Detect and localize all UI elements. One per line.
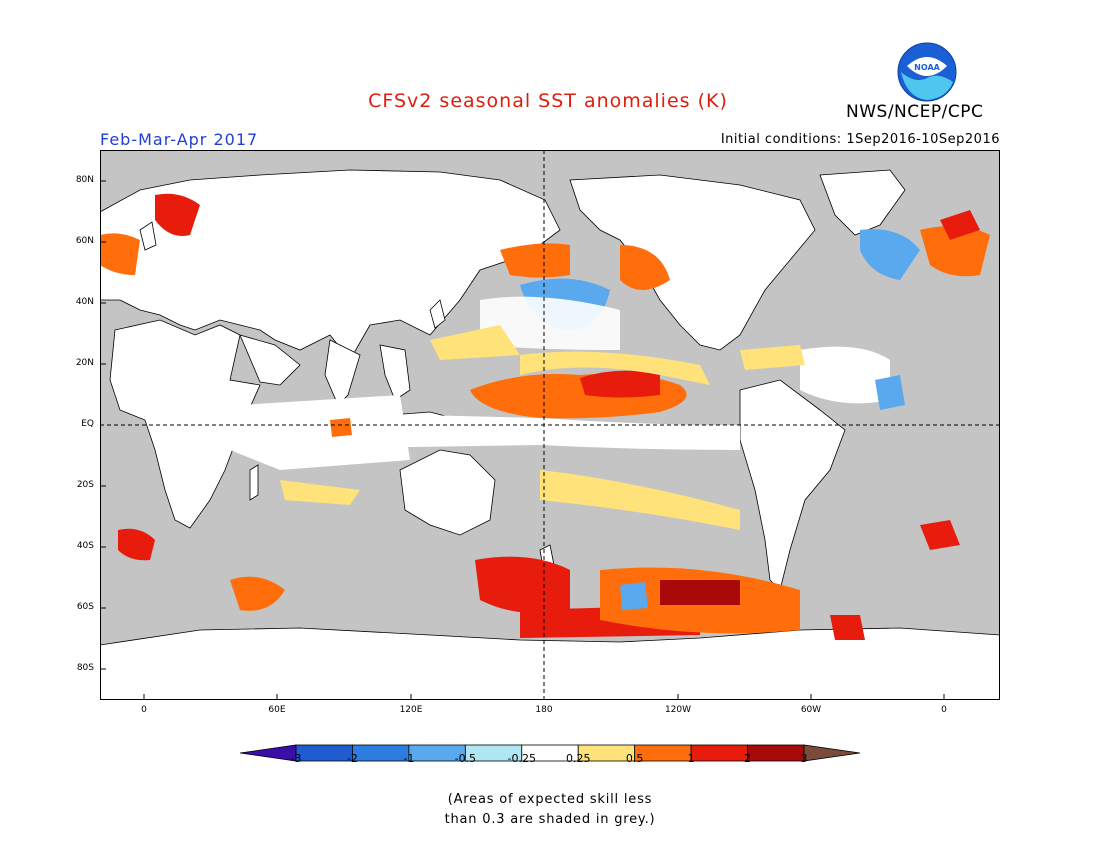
npac-orange-east: [620, 245, 670, 290]
madagascar: [249, 464, 259, 501]
south-pacific-yellow: [540, 470, 740, 530]
map-title: CFSv2 seasonal SST anomalies (K): [368, 90, 728, 112]
antarctica: [100, 627, 1000, 700]
initial-conditions: Initial conditions: 1Sep2016-10Sep2016: [720, 132, 1000, 147]
lat-label: 80S: [76, 663, 94, 673]
lon-label: 0: [941, 705, 947, 715]
colorbar: [240, 744, 860, 762]
arabia: [239, 334, 301, 386]
agency-label: NWS/NCEP/CPC: [846, 102, 984, 122]
colorbar-tick-label: -2: [346, 752, 358, 765]
australia: [399, 449, 496, 536]
norway-red: [155, 193, 200, 236]
indian-yellow-1: [280, 480, 360, 505]
lat-label: EQ: [81, 419, 94, 429]
lon-label: 120E: [399, 705, 423, 715]
natl-blue: [860, 229, 920, 280]
lat-label: 60S: [76, 602, 94, 612]
skill-note-line2: than 0.3 are shaded in grey.): [444, 812, 656, 827]
natl-white: [800, 346, 890, 404]
lon-label: 0: [141, 705, 147, 715]
south-america: [739, 379, 846, 591]
skill-note-line1: (Areas of expected skill less: [447, 792, 653, 807]
indian-orange: [330, 418, 352, 437]
natl-red: [940, 210, 980, 240]
natl-yellow: [740, 345, 805, 370]
eurasia: [100, 169, 561, 361]
south-atlantic-red: [118, 528, 155, 561]
noaa-logo: NOAA: [897, 42, 957, 102]
east-sthatlantic: [920, 520, 960, 550]
lon-label: 60W: [800, 705, 822, 715]
natl-orange: [920, 226, 990, 277]
japan: [429, 299, 446, 329]
north-america: [569, 174, 816, 351]
lat-label: 60N: [75, 236, 94, 246]
africa: [109, 319, 261, 529]
colorbar-tick-label: 1: [687, 752, 695, 765]
colorbar-tick-label: -3: [290, 752, 302, 765]
lon-label: 120W: [664, 705, 692, 715]
tasman-red: [475, 556, 570, 614]
lat-label: 20S: [76, 480, 94, 490]
tick-marks: [100, 180, 945, 700]
lat-label: 20N: [75, 358, 94, 368]
pacific-warm-red: [580, 370, 660, 398]
se-asia: [379, 344, 411, 401]
sthpac-red-core: [660, 580, 740, 605]
anomaly-patches: [100, 193, 990, 640]
greenland: [819, 169, 906, 236]
colorbar-tick-label: 2: [744, 752, 752, 765]
south-indian-orange: [230, 576, 285, 611]
logo-text: NOAA: [914, 63, 940, 72]
sthpac-blue: [620, 582, 648, 610]
uk: [139, 221, 157, 251]
npac-orange: [500, 243, 570, 278]
colorbar-tick-label: 0.5: [625, 752, 644, 765]
colorbar-max-arrow: [803, 744, 860, 762]
colorbar-tick-label: -0.25: [507, 752, 536, 765]
colorbar-tick-label: -0.5: [454, 752, 477, 765]
lat-label: 80N: [75, 175, 94, 185]
forecast-period: Feb-Mar-Apr 2017: [100, 130, 259, 149]
npac-yellow: [430, 325, 520, 360]
colorbar-tick-label: 3: [800, 752, 808, 765]
lat-label: 40S: [76, 541, 94, 551]
colorbar-tick-label: 0.25: [565, 752, 591, 765]
sth-patagonia-red: [830, 615, 865, 640]
indian-white: [230, 395, 410, 470]
natl-blue-sub: [875, 375, 905, 410]
west-europe-orange: [100, 233, 140, 275]
sst-anomaly-map: [100, 150, 1000, 700]
land-masses: [100, 169, 1000, 700]
lon-label: 60E: [268, 705, 286, 715]
colorbar-tick-label: -1: [403, 752, 415, 765]
pacific-yellow-band: [520, 351, 710, 385]
npac-white: [480, 296, 620, 350]
lon-label: 180: [535, 705, 553, 715]
lat-label: 40N: [75, 297, 94, 307]
